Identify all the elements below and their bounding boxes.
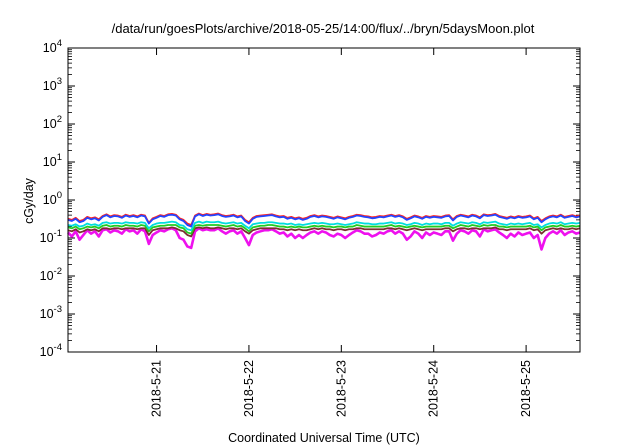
x-tick-label: 2018-5-24: [427, 360, 441, 417]
series-line-1: [67, 213, 581, 228]
y-tick-label: 102: [43, 114, 62, 131]
y-tick-label: 10-4: [40, 342, 62, 359]
series-line-3: [67, 224, 581, 235]
chart-title: /data/run/goesPlots/archive/2018-05-25/1…: [112, 21, 535, 36]
y-tick-label: 100: [43, 190, 62, 207]
y-tick-label: 10-3: [40, 304, 62, 321]
x-axis-label: Coordinated Universal Time (UTC): [228, 431, 420, 445]
y-tick-label: 10-2: [40, 266, 62, 283]
y-tick-label: 101: [43, 152, 62, 169]
x-tick-label: 2018-5-23: [334, 360, 348, 417]
y-axis-label: cGy/day: [22, 177, 36, 224]
y-tick-label: 103: [43, 76, 62, 93]
plot-frame: [67, 47, 581, 353]
series-line-2: [67, 220, 581, 232]
x-tick-label: 2018-5-22: [242, 360, 256, 417]
x-tick-label: 2018-5-21: [150, 360, 164, 417]
x-tick-label: 2018-5-25: [519, 360, 533, 417]
y-tick-label: 104: [43, 38, 62, 55]
y-tick-label: 10-1: [40, 228, 62, 245]
series-line-5: [67, 227, 581, 251]
series-line-4: [67, 226, 581, 238]
x-axis: 2018-5-21 2018-5-22 2018-5-23 2018-5-24 2018…: [150, 48, 533, 417]
series-layer: [67, 212, 581, 251]
y-axis: 10-4 10-3 10-2 10-1 100 101 102 103 104: [40, 38, 580, 359]
